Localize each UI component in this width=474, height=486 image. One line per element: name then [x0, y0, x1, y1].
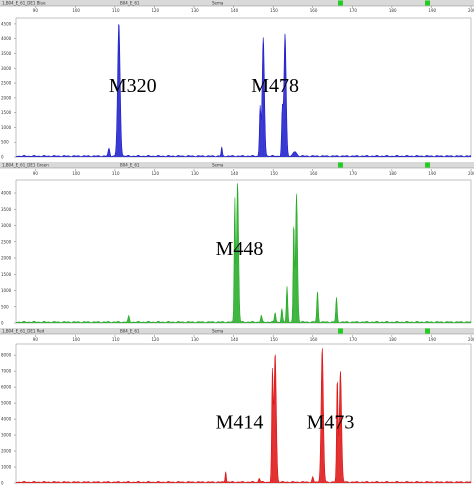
- y-tick-label: 4000: [1, 36, 12, 41]
- bin-marker-right: [425, 162, 430, 168]
- y-tick-label: 0: [1, 481, 4, 486]
- y-tick-label: 1500: [1, 110, 12, 115]
- x-tick-label: 100: [72, 8, 80, 13]
- y-tick-label: 0: [1, 321, 4, 326]
- x-tick-label: 130: [191, 337, 199, 342]
- y-tick-label: 3000: [1, 433, 12, 438]
- y-tick-label: 2000: [1, 95, 12, 100]
- bin-marker-left: [338, 0, 343, 6]
- x-tick-label: 180: [389, 8, 397, 13]
- peak-label: M478: [251, 75, 299, 97]
- header-well-label: B04_E_61: [120, 1, 140, 6]
- x-tick-label: 150: [270, 171, 278, 176]
- y-tick-label: 1500: [1, 272, 12, 277]
- y-tick-label: 8000: [1, 353, 12, 358]
- x-tick-label: 180: [389, 337, 397, 342]
- chart-svg-green: 1,B04_E_61_DE1 Green B04_E_61 Sema 90 100 110…: [0, 162, 474, 326]
- y-tick-label: 1000: [1, 125, 12, 130]
- x-tick-label: 140: [231, 8, 239, 13]
- y-tick-label: 1000: [1, 465, 12, 470]
- bin-marker-left: [338, 328, 343, 334]
- y-tick-label: 4000: [1, 417, 12, 422]
- peak-label: M448: [216, 238, 264, 260]
- header-panel-label: Sema: [212, 163, 224, 168]
- x-tick-label: 120: [151, 337, 159, 342]
- x-tick-label: 200: [468, 171, 474, 176]
- header-well-label: B04_E_61: [120, 163, 140, 168]
- x-tick-label: 120: [151, 171, 159, 176]
- trace-line: [15, 23, 472, 157]
- plot-frame: [15, 17, 472, 158]
- x-tick-label: 190: [428, 8, 436, 13]
- x-tick-label: 180: [389, 171, 397, 176]
- peak-label: M320: [109, 75, 157, 97]
- y-tick-label: 6000: [1, 385, 12, 390]
- header-bar: [0, 328, 474, 334]
- x-tick-label: 160: [310, 171, 318, 176]
- x-tick-label: 110: [112, 337, 120, 342]
- x-tick-label: 100: [72, 171, 80, 176]
- y-tick-label: 4000: [1, 191, 12, 196]
- bin-marker-right: [425, 0, 430, 6]
- trace-fill: [16, 24, 471, 158]
- y-tick-label: 0: [1, 155, 4, 160]
- y-tick-label: 3000: [1, 223, 12, 228]
- header-sample-label: 1,B04_E_61_DE1 Blue: [2, 1, 46, 6]
- x-tick-label: 90: [33, 337, 39, 342]
- y-tick-label: 3500: [1, 207, 12, 212]
- header-bar: [0, 0, 474, 6]
- x-tick-label: 130: [191, 8, 199, 13]
- x-tick-label: 160: [310, 8, 318, 13]
- x-tick-label: 120: [151, 8, 159, 13]
- header-sample-label: 1,B04_E_61_DE1 Green: [2, 163, 49, 168]
- x-tick-label: 130: [191, 171, 199, 176]
- y-tick-label: 3000: [1, 66, 12, 71]
- y-tick-label: 5000: [1, 401, 12, 406]
- chart-panel-green: 1,B04_E_61_DE1 Green B04_E_61 Sema 90 100 110…: [0, 162, 474, 326]
- y-tick-label: 2000: [1, 449, 12, 454]
- peak-label: M473: [307, 412, 355, 434]
- x-tick-label: 140: [231, 171, 239, 176]
- y-tick-label: 7000: [1, 369, 12, 374]
- y-tick-label: 500: [1, 304, 9, 309]
- x-tick-label: 170: [349, 8, 357, 13]
- x-tick-label: 110: [112, 8, 120, 13]
- x-tick-label: 140: [231, 337, 239, 342]
- x-tick-label: 200: [468, 337, 474, 342]
- x-tick-label: 160: [310, 337, 318, 342]
- x-tick-label: 90: [33, 171, 39, 176]
- x-tick-label: 150: [270, 8, 278, 13]
- y-tick-label: 500: [1, 140, 9, 145]
- chart-svg-blue: 1,B04_E_61_DE1 Blue B04_E_61 Sema 90 100 110 1…: [0, 0, 474, 160]
- x-tick-label: 200: [468, 8, 474, 13]
- header-sample-label: 1,B04_E_61_DE1 Red: [2, 329, 45, 334]
- trace-line: [15, 183, 472, 323]
- header-bar: [0, 162, 474, 168]
- y-tick-label: 4500: [1, 21, 12, 26]
- chart-panel-red: 1,B04_E_61_DE1 Red B04_E_61 Sema 90 100 110 12…: [0, 328, 474, 486]
- chart-svg-red: 1,B04_E_61_DE1 Red B04_E_61 Sema 90 100 110 12…: [0, 328, 474, 486]
- y-tick-label: 1000: [1, 288, 12, 293]
- x-tick-label: 100: [72, 337, 80, 342]
- x-tick-label: 190: [428, 171, 436, 176]
- bin-marker-right: [425, 328, 430, 334]
- y-tick-label: 3500: [1, 51, 12, 56]
- header-panel-label: Sema: [212, 1, 224, 6]
- x-tick-label: 170: [349, 337, 357, 342]
- y-tick-label: 2500: [1, 81, 12, 86]
- y-tick-label: 2500: [1, 239, 12, 244]
- peak-label: M414: [216, 412, 264, 434]
- y-tick-label: 2000: [1, 256, 12, 261]
- x-tick-label: 90: [33, 8, 39, 13]
- x-tick-label: 150: [270, 337, 278, 342]
- x-tick-label: 190: [428, 337, 436, 342]
- trace-line: [15, 348, 472, 483]
- header-panel-label: Sema: [212, 329, 224, 334]
- chart-panel-blue: 1,B04_E_61_DE1 Blue B04_E_61 Sema 90 100 110 1…: [0, 0, 474, 160]
- header-well-label: B04_E_61: [120, 329, 140, 334]
- x-tick-label: 110: [112, 171, 120, 176]
- bin-marker-left: [338, 162, 343, 168]
- x-tick-label: 170: [349, 171, 357, 176]
